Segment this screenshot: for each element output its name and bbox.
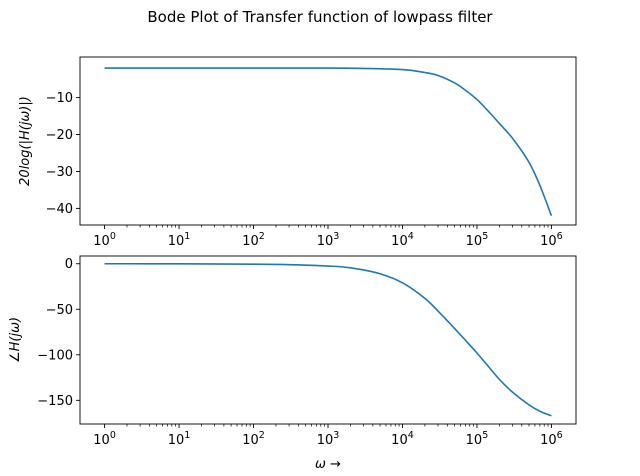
magnitude-x-tick-label: 104 [391, 231, 414, 249]
phase-x-axis-label: ω → [315, 457, 341, 472]
phase-x-tick-label: 102 [242, 430, 265, 448]
phase-x-tick-label: 105 [466, 430, 489, 448]
magnitude-y-tick-label: −10 [46, 91, 73, 106]
phase-y-tick-label: 0 [65, 257, 73, 272]
phase-y-tick-label: −50 [46, 303, 73, 318]
phase-x-tick-label: 101 [168, 430, 191, 448]
magnitude-x-tick-label: 103 [317, 231, 340, 249]
phase-series-line [104, 262, 552, 417]
phase-axes-frame [79, 255, 577, 425]
phase-x-tick-label: 106 [540, 430, 563, 448]
magnitude-x-ticks: 100 101 102 103 104 105 106 [93, 225, 563, 249]
phase-panel: 100 101 102 103 104 105 106 0 −50 −100 −150 ∠H(jω… [8, 255, 577, 472]
magnitude-x-tick-label: 100 [93, 231, 116, 249]
phase-x-tick-label: 104 [391, 430, 414, 448]
magnitude-y-tick-label: −30 [46, 165, 73, 180]
magnitude-x-tick-label: 105 [466, 231, 489, 249]
phase-y-tick-label: −100 [37, 348, 73, 363]
magnitude-y-tick-label: −20 [46, 128, 73, 143]
magnitude-x-tick-label: 106 [540, 231, 563, 249]
magnitude-y-ticks: −10 −20 −30 −40 [46, 91, 80, 217]
magnitude-axes-frame [79, 56, 577, 226]
phase-y-tick-label: −150 [37, 394, 73, 409]
magnitude-x-tick-label: 102 [242, 231, 265, 249]
phase-x-tick-label: 103 [317, 430, 340, 448]
magnitude-series-line [104, 67, 553, 217]
magnitude-y-tick-label: −40 [46, 202, 73, 217]
magnitude-x-tick-label: 101 [168, 231, 191, 249]
figure-title: Bode Plot of Transfer function of lowpas… [147, 8, 493, 26]
magnitude-panel: 100 101 102 103 104 105 106 −10 −20 −30 −40 20log… [18, 56, 577, 249]
magnitude-y-axis-label: 20log(|H(jω)|) [18, 96, 33, 186]
phase-y-ticks: 0 −50 −100 −150 [37, 257, 80, 409]
phase-y-axis-label: ∠H(jω) [8, 317, 23, 363]
phase-x-tick-label: 100 [93, 430, 116, 448]
phase-x-ticks: 100 101 102 103 104 105 106 [93, 424, 563, 448]
